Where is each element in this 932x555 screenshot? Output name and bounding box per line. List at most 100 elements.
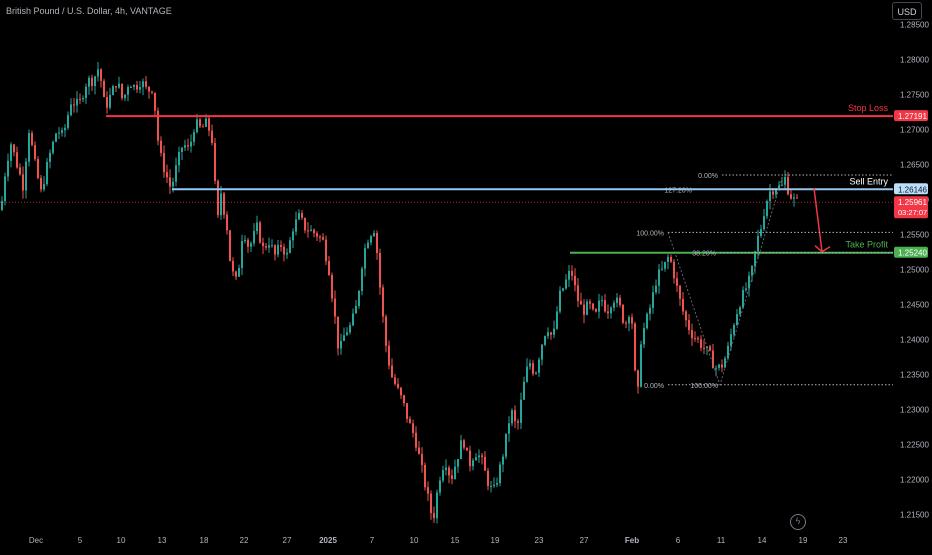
candle-body bbox=[97, 69, 99, 77]
price-tick-label: 1.25000 bbox=[900, 266, 929, 275]
candle-body bbox=[586, 301, 588, 315]
price-tick-label: 1.26500 bbox=[900, 161, 929, 170]
candle-body bbox=[64, 127, 66, 131]
candle-body bbox=[607, 311, 609, 314]
candle-body bbox=[748, 275, 750, 289]
candle-body bbox=[490, 485, 492, 487]
candle-body bbox=[133, 84, 135, 87]
candle-body bbox=[331, 275, 333, 299]
currency-selector[interactable]: USD bbox=[892, 2, 922, 20]
candle-body bbox=[253, 231, 255, 244]
candle-body bbox=[34, 145, 36, 160]
candle-body bbox=[721, 364, 723, 368]
candle-body bbox=[247, 239, 249, 247]
candle-body bbox=[673, 261, 675, 279]
candle-body bbox=[433, 513, 435, 519]
candle-body bbox=[565, 279, 567, 289]
stop-loss-badge bbox=[894, 110, 928, 122]
candle-body bbox=[532, 363, 534, 374]
countdown-label: 03:27:07 bbox=[898, 208, 927, 217]
candle-body bbox=[598, 300, 600, 312]
candle-body bbox=[412, 423, 414, 433]
candle-body bbox=[259, 222, 261, 243]
candle-body bbox=[730, 334, 732, 346]
candle-body bbox=[196, 119, 198, 133]
candle-body bbox=[547, 332, 549, 337]
candle-body bbox=[442, 470, 444, 481]
candle-body bbox=[358, 291, 360, 306]
candle-body bbox=[487, 470, 489, 486]
arrow-shaft bbox=[813, 188, 823, 252]
candle-body bbox=[145, 81, 147, 87]
candle-body bbox=[286, 252, 288, 255]
price-tick-label: 1.24000 bbox=[900, 336, 929, 345]
lightning-icon[interactable]: ϟ bbox=[790, 514, 806, 530]
candle-body bbox=[703, 347, 705, 349]
candle-body bbox=[103, 80, 105, 98]
candle-body bbox=[418, 447, 420, 454]
time-tick-label: 18 bbox=[200, 536, 209, 545]
candle-body bbox=[469, 450, 471, 467]
price-tick-label: 1.24500 bbox=[900, 301, 929, 310]
candle-body bbox=[265, 245, 267, 248]
candle-body bbox=[394, 377, 396, 384]
candle-body bbox=[187, 145, 189, 147]
time-tick-label: 7 bbox=[370, 536, 375, 545]
candle-body bbox=[112, 86, 114, 96]
sell-entry-price: 1.26146 bbox=[898, 185, 927, 194]
candle-body bbox=[538, 359, 540, 373]
candle-body bbox=[94, 76, 96, 87]
candle-body bbox=[250, 243, 252, 247]
candle-body bbox=[127, 87, 129, 95]
candle-body bbox=[58, 132, 60, 134]
candle-body bbox=[526, 366, 528, 382]
candle-body bbox=[661, 268, 663, 270]
candle-body bbox=[760, 229, 762, 236]
candle-body bbox=[529, 363, 531, 367]
candle-body bbox=[376, 233, 378, 253]
candle-body bbox=[184, 145, 186, 148]
candle-body bbox=[763, 216, 765, 230]
candle-body bbox=[55, 133, 57, 142]
candle-body bbox=[436, 492, 438, 519]
candle-body bbox=[61, 130, 63, 133]
candle-body bbox=[139, 87, 141, 90]
candle-body bbox=[664, 261, 666, 269]
candle-body bbox=[232, 260, 234, 272]
candle-body bbox=[739, 307, 741, 315]
fib-lower-100-label: 100.00% bbox=[690, 383, 718, 390]
candle-body bbox=[238, 267, 240, 277]
candle-body bbox=[229, 230, 231, 261]
candle-body bbox=[310, 229, 312, 231]
candle-body bbox=[121, 83, 123, 99]
candle-body bbox=[424, 464, 426, 488]
time-tick-label: 27 bbox=[283, 536, 292, 545]
candle-body bbox=[745, 288, 747, 291]
candle-body bbox=[235, 271, 237, 277]
candle-body bbox=[403, 395, 405, 404]
candle-body bbox=[616, 297, 618, 303]
candle-body bbox=[496, 483, 498, 485]
candle-body bbox=[190, 141, 192, 147]
candle-body bbox=[712, 350, 714, 369]
price-tick-label: 1.23000 bbox=[900, 406, 929, 415]
take-profit-price: 1.25240 bbox=[898, 249, 927, 258]
stop-loss-price: 1.27191 bbox=[898, 112, 927, 121]
candle-body bbox=[601, 300, 603, 302]
candle-body bbox=[4, 176, 6, 202]
candle-body bbox=[301, 212, 303, 218]
candle-body bbox=[589, 301, 591, 304]
candle-body bbox=[295, 219, 297, 232]
candle-body bbox=[118, 83, 120, 88]
candle-body bbox=[304, 217, 306, 231]
candle-body bbox=[751, 266, 753, 276]
fib-layer: 0.00% 127.20% 100.00% 38.20% 0.00% 100.00% bbox=[636, 173, 893, 390]
candle-body bbox=[10, 144, 12, 161]
candle-body bbox=[274, 245, 276, 255]
candle-body bbox=[592, 303, 594, 310]
candle-body bbox=[400, 387, 402, 396]
price-tick-label: 1.22500 bbox=[900, 441, 929, 450]
candle-body bbox=[199, 119, 201, 127]
